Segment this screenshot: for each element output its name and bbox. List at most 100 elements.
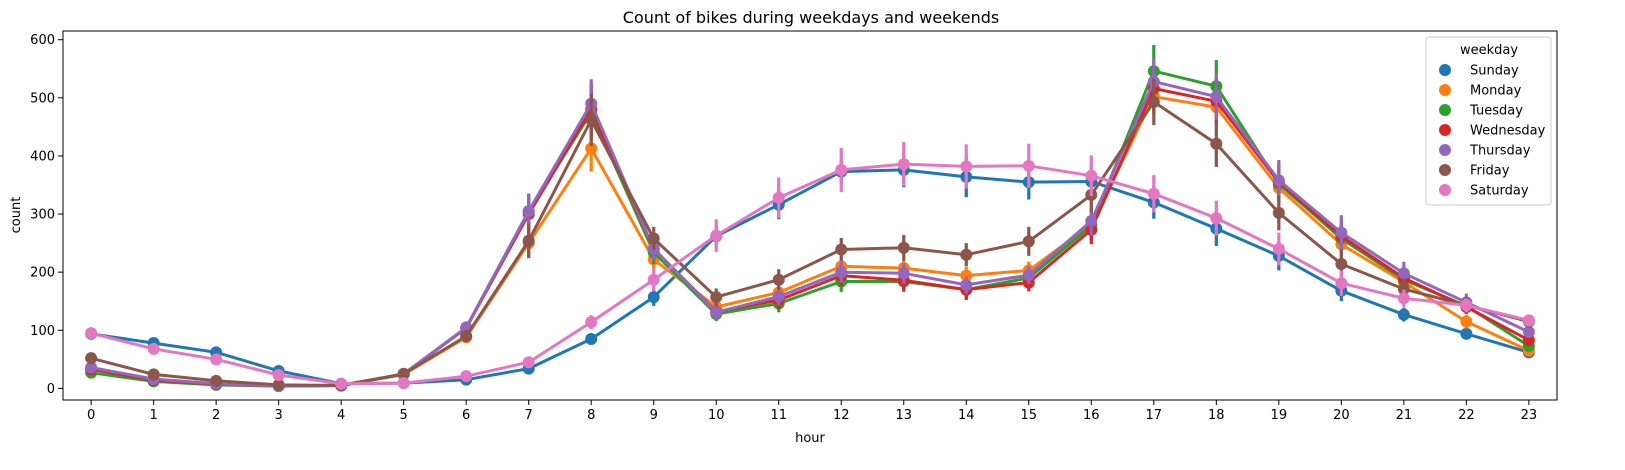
x-tick-label: 17	[1146, 408, 1163, 423]
plot-frame	[62, 30, 1558, 401]
point-saturday	[85, 327, 98, 340]
y-tick-label: 100	[30, 324, 55, 339]
legend-marker-thursday	[1439, 144, 1451, 156]
y-tick-label: 600	[30, 33, 55, 48]
legend-label-friday: Friday	[1470, 164, 1510, 179]
point-saturday	[960, 160, 973, 173]
line-tuesday	[90, 69, 1530, 388]
y-axis: 0 100 200 300 400 500 600	[30, 33, 63, 397]
x-tick-label: 23	[1521, 408, 1538, 423]
point-saturday	[835, 163, 848, 176]
point-saturday	[897, 158, 910, 171]
line-friday	[90, 100, 1530, 387]
legend-marker-sunday	[1439, 64, 1451, 76]
point-saturday	[1335, 277, 1348, 290]
series-monday	[85, 79, 1535, 393]
point-thursday	[1272, 174, 1285, 187]
point-thursday	[960, 278, 973, 291]
x-tick-label: 12	[833, 408, 850, 423]
x-tick-label: 3	[275, 408, 283, 423]
point-saturday	[1397, 292, 1410, 305]
x-tick-label: 6	[462, 408, 470, 423]
legend: weekday Sunday Monday Tuesday Wednesday Thur…	[1425, 36, 1552, 206]
legend-label-sunday: Sunday	[1470, 64, 1519, 79]
point-friday	[272, 378, 285, 391]
point-friday	[522, 234, 535, 247]
x-tick-label: 19	[1271, 408, 1288, 423]
legend-label-monday: Monday	[1470, 84, 1522, 99]
x-tick-label: 18	[1208, 408, 1225, 423]
y-tick-label: 400	[30, 149, 55, 164]
x-tick-label: 22	[1458, 408, 1475, 423]
legend-marker-saturday	[1439, 184, 1451, 196]
point-friday	[835, 243, 848, 256]
point-friday	[147, 368, 160, 381]
point-saturday	[1022, 159, 1035, 172]
line-thursday	[90, 80, 1530, 388]
x-axis: 0 1 2 3 4 5 6 7 8 9 10 11 12 13 14 15 16 17 18 19 20 21 22 23	[87, 400, 1537, 423]
y-axis-label: count	[9, 197, 24, 234]
point-thursday	[1210, 90, 1223, 103]
point-thursday	[835, 266, 848, 279]
point-saturday	[647, 273, 660, 286]
series-wednesday	[85, 65, 1535, 393]
point-saturday	[397, 377, 410, 390]
point-saturday	[772, 191, 785, 204]
point-thursday	[1397, 267, 1410, 280]
point-saturday	[1460, 299, 1473, 312]
point-saturday	[460, 370, 473, 383]
point-sunday	[1460, 327, 1473, 340]
plot-series	[85, 44, 1535, 393]
x-tick-label: 16	[1083, 408, 1100, 423]
point-sunday	[647, 291, 660, 304]
point-thursday	[772, 290, 785, 303]
point-thursday	[1335, 226, 1348, 239]
point-friday	[1335, 258, 1348, 271]
legend-label-tuesday: Tuesday	[1469, 104, 1523, 119]
point-saturday	[1147, 187, 1160, 200]
y-tick-label: 500	[30, 91, 55, 106]
legend-label-thursday: Thursday	[1469, 144, 1531, 159]
legend-label-saturday: Saturday	[1470, 184, 1529, 199]
x-tick-label: 10	[708, 408, 725, 423]
series-thursday	[85, 58, 1535, 393]
y-tick-label: 200	[30, 266, 55, 281]
point-saturday	[1272, 242, 1285, 255]
legend-title: weekday	[1460, 43, 1518, 58]
point-saturday	[147, 342, 160, 355]
legend-marker-monday	[1439, 84, 1451, 96]
point-sunday	[585, 332, 598, 345]
point-saturday	[522, 356, 535, 369]
point-thursday	[710, 306, 723, 319]
point-friday	[210, 374, 223, 387]
x-tick-label: 14	[958, 408, 975, 423]
point-saturday	[1085, 169, 1098, 182]
point-friday	[897, 241, 910, 254]
x-tick-label: 0	[87, 408, 95, 423]
point-friday	[960, 248, 973, 261]
point-friday	[1210, 137, 1223, 150]
point-friday	[772, 273, 785, 286]
legend-label-wednesday: Wednesday	[1470, 124, 1546, 139]
series-tuesday	[85, 44, 1535, 393]
y-tick-label: 300	[30, 208, 55, 223]
x-tick-label: 11	[770, 408, 787, 423]
point-saturday	[710, 229, 723, 242]
line-saturday	[90, 162, 1530, 386]
point-thursday	[1085, 215, 1098, 228]
legend-marker-tuesday	[1439, 104, 1451, 116]
x-tick-label: 9	[650, 408, 658, 423]
x-tick-label: 4	[337, 408, 345, 423]
legend-marker-friday	[1439, 164, 1451, 176]
series-friday	[85, 78, 1535, 392]
x-tick-label: 8	[587, 408, 595, 423]
point-friday	[1022, 235, 1035, 248]
x-tick-label: 15	[1021, 408, 1038, 423]
line-sunday	[90, 168, 1530, 386]
x-axis-label: hour	[795, 431, 825, 446]
x-tick-label: 1	[149, 408, 157, 423]
point-friday	[85, 352, 98, 365]
x-tick-label: 2	[212, 408, 220, 423]
series-saturday	[85, 141, 1535, 390]
